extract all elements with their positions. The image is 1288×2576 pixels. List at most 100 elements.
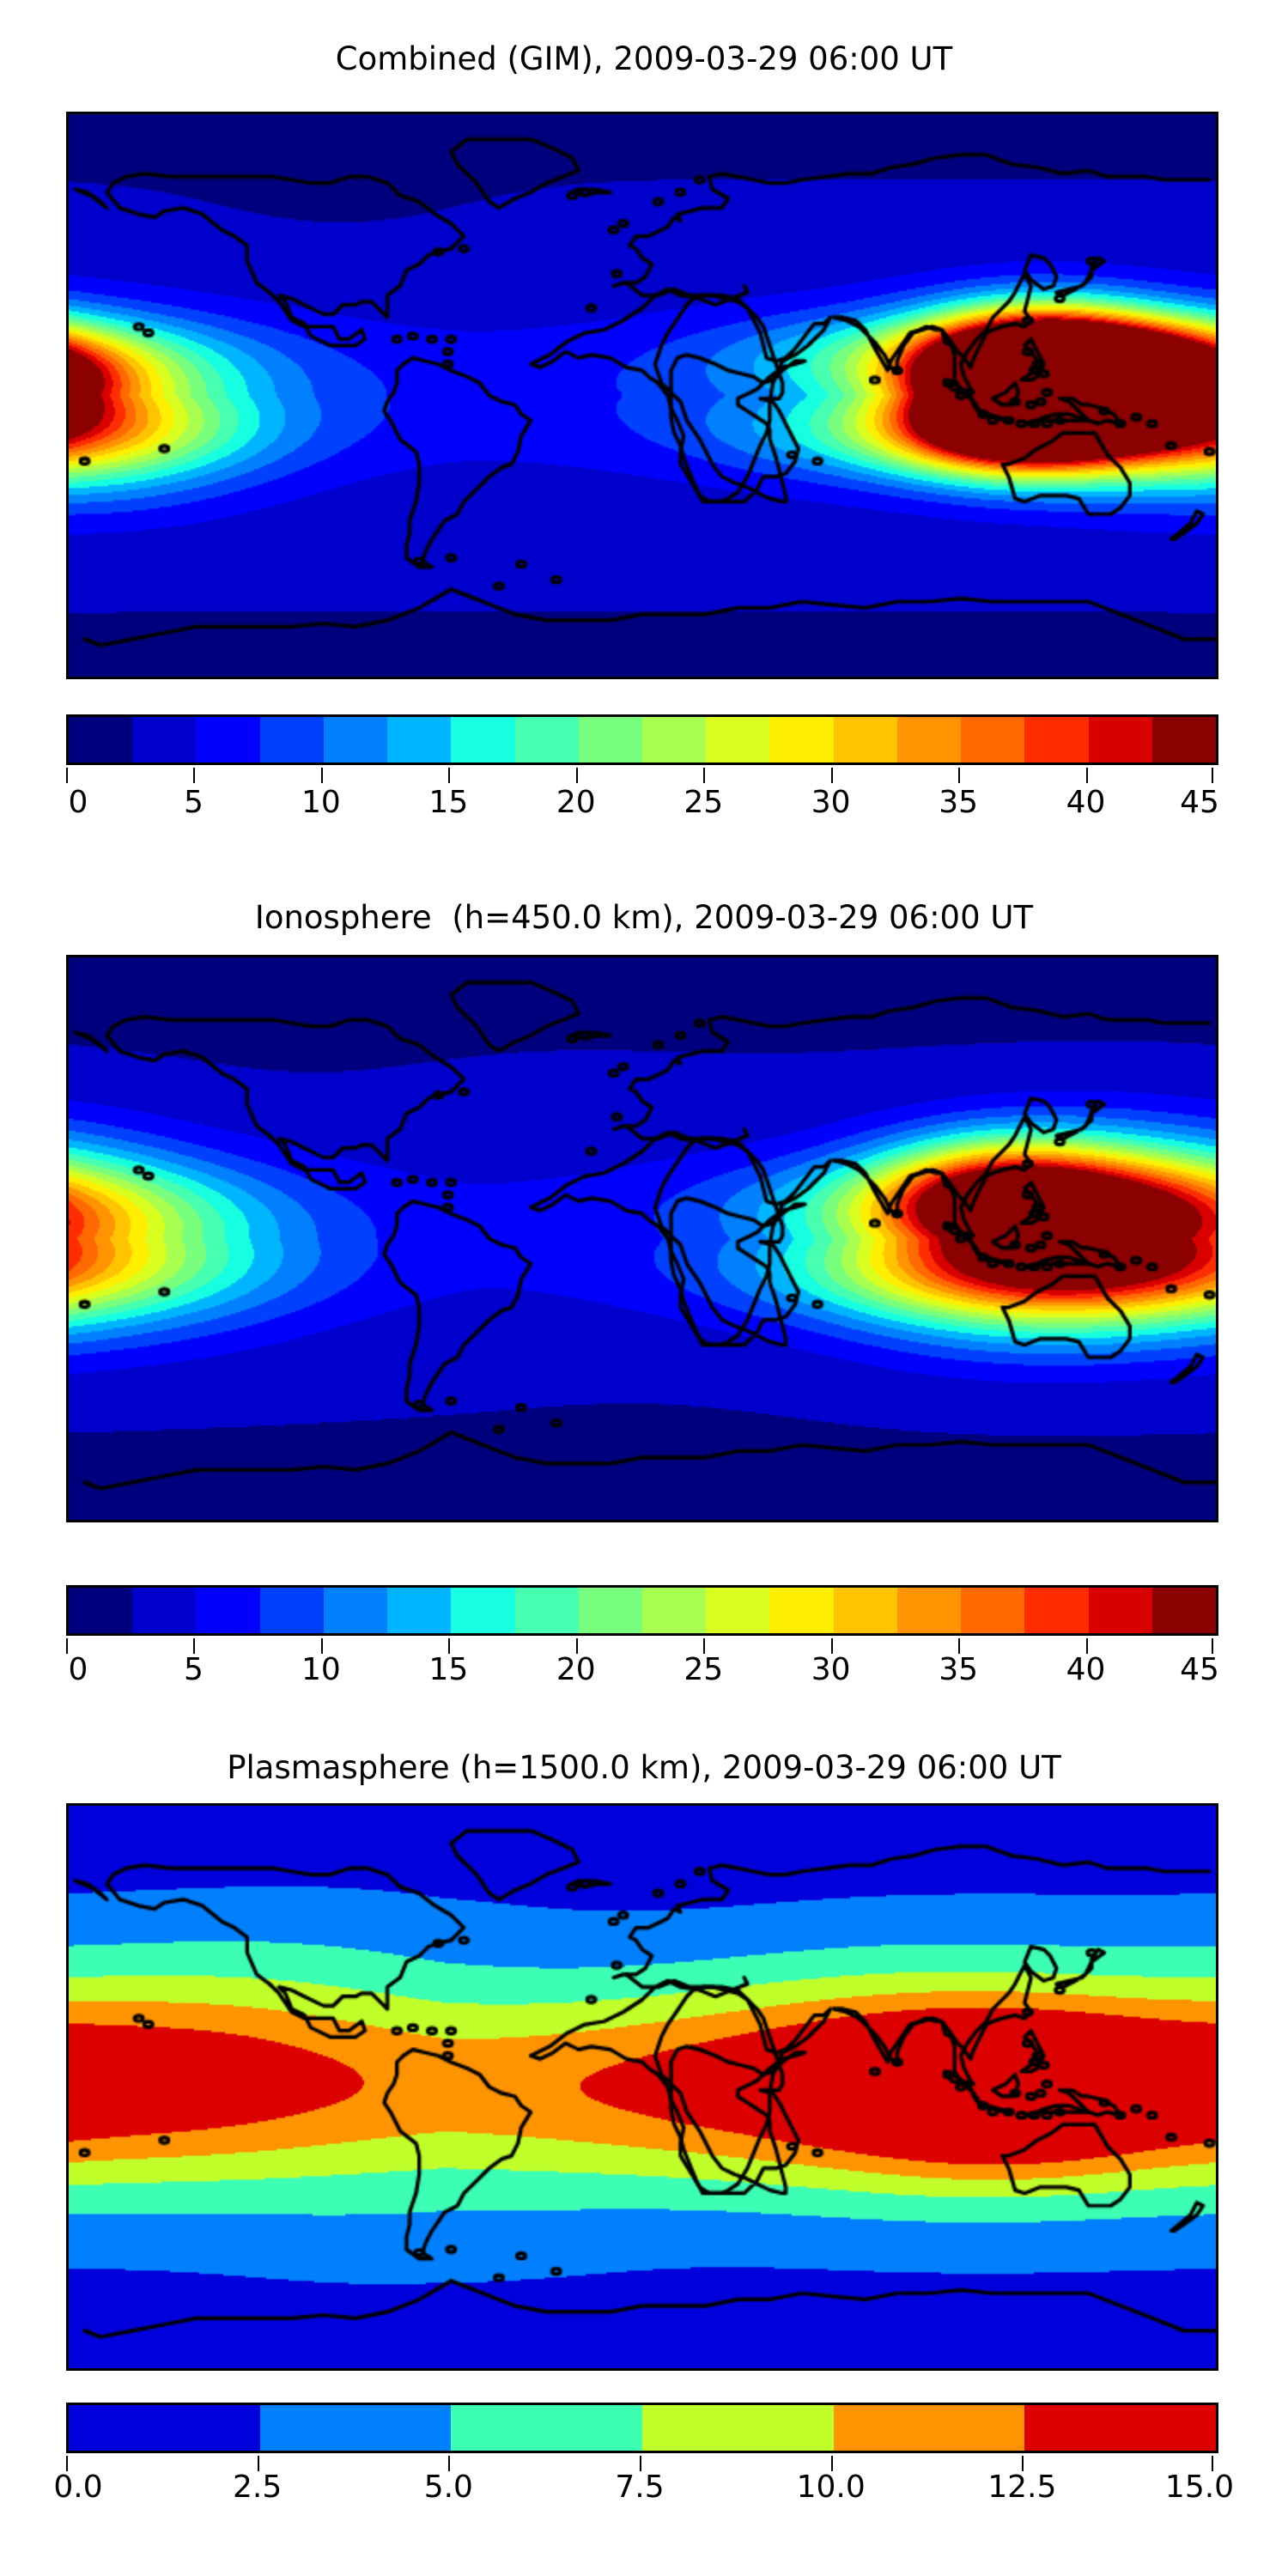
colorbar-tick-label: 25: [683, 1652, 724, 1687]
colorbar-segment: [1088, 717, 1152, 762]
colorbar-segment: [387, 1588, 452, 1633]
panel-title-plasmasphere: Plasmasphere (h=1500.0 km), 2009-03-29 0…: [227, 1749, 1061, 1786]
colorbar-tick-label: 25: [683, 785, 724, 820]
colorbar-segment: [578, 1588, 642, 1633]
colorbar-tick-mark: [703, 768, 706, 783]
colorbar-segment: [833, 2405, 1025, 2451]
colorbar-segment: [896, 717, 962, 762]
colorbar-tick-mark: [640, 2456, 641, 2471]
map-axes-ionosphere: [66, 955, 1218, 1522]
map-image-plasmasphere: [69, 1806, 1216, 2368]
colorbar-bar-plasmasphere: [66, 2403, 1218, 2453]
colorbar-tick-mark: [448, 768, 451, 783]
colorbar-segment: [196, 717, 260, 762]
colorbar-segment: [1151, 717, 1216, 762]
colorbar-tick-mark: [320, 768, 323, 783]
colorbar-segment: [1024, 2405, 1216, 2451]
colorbar-tick-mark: [1212, 768, 1213, 783]
colorbar-segment: [323, 717, 388, 762]
colorbar-tick-label: 45: [1180, 1652, 1219, 1687]
colorbar-segment: [69, 717, 133, 762]
colorbar-tick-mark: [448, 2456, 451, 2471]
colorbar-segment: [514, 717, 579, 762]
colorbar-labels-ionosphere: 0 5 10 15 20 25 30 35 40 45: [66, 1652, 1219, 1692]
colorbar-tick-mark: [830, 2456, 833, 2471]
colorbar-tick-mark: [830, 1638, 833, 1654]
colorbar-segment: [451, 2405, 643, 2451]
colorbar-tick-mark: [958, 1638, 961, 1654]
colorbar-segment: [896, 1588, 962, 1633]
colorbar-tick-label: 10.0: [796, 2470, 866, 2505]
colorbar-ionosphere: 0 5 10 15 20 25 30 35 40 45: [66, 1585, 1219, 1697]
colorbar-tick-mark: [1212, 1638, 1213, 1654]
colorbar-segment: [259, 2405, 452, 2451]
colorbar-segment: [1088, 1588, 1152, 1633]
colorbar-segment: [769, 1588, 834, 1633]
colorbar-tick-label: 5: [183, 1652, 204, 1687]
colorbar-segment: [132, 1588, 197, 1633]
colorbar-tick-mark: [448, 1638, 451, 1654]
colorbar-tick-mark: [830, 768, 833, 783]
colorbar-tick-mark: [257, 2456, 259, 2471]
colorbar-tick-mark: [66, 768, 68, 783]
panel-combined-gim: Combined (GIM), 2009-03-29 06:00 UT 0 5 10…: [0, 0, 1288, 859]
colorbar-tick-label: 0: [68, 1652, 88, 1687]
colorbar-segment: [961, 1588, 1025, 1633]
colorbar-tick-label: 35: [939, 1652, 979, 1687]
colorbar-segment: [451, 1588, 515, 1633]
colorbar-tick-label: 10: [301, 785, 341, 820]
colorbar-tick-label: 0: [68, 785, 88, 820]
colorbar-tick-label: 30: [811, 785, 851, 820]
colorbar-tick-label: 10: [301, 1652, 341, 1687]
colorbar-labels-combined-gim: 0 5 10 15 20 25 30 35 40 45: [66, 785, 1219, 824]
colorbar-tick-label: 7.5: [615, 2470, 665, 2505]
colorbar-tick-label: 30: [811, 1652, 851, 1687]
colorbar-segment: [323, 1588, 388, 1633]
colorbar-combined-gim: 0 5 10 15 20 25 30 35 40 45: [66, 714, 1219, 826]
colorbar-tick-mark: [575, 1638, 578, 1654]
colorbar-labels-plasmasphere: 0.0 2.5 5.0 7.5 10.0 12.5 15.0: [53, 2470, 1234, 2509]
panel-title-combined-gim: Combined (GIM), 2009-03-29 06:00 UT: [335, 40, 953, 77]
map-axes-combined-gim: [66, 112, 1218, 679]
map-image-combined-gim: [69, 114, 1216, 677]
colorbar-tick-mark: [958, 768, 961, 783]
colorbar-ticks-plasmasphere: [66, 2456, 1213, 2471]
panel-ionosphere: Ionosphere (h=450.0 km), 2009-03-29 06:0…: [0, 859, 1288, 1728]
colorbar-tick-mark: [66, 1638, 68, 1654]
colorbar-tick-mark: [320, 1638, 323, 1654]
colorbar-tick-label: 20: [556, 1652, 596, 1687]
colorbar-segment: [451, 717, 515, 762]
colorbar-segment: [69, 2405, 260, 2451]
colorbar-segment: [961, 717, 1025, 762]
colorbar-tick-label: 15: [428, 1652, 469, 1687]
colorbar-segment: [642, 2405, 834, 2451]
colorbar-tick-label: 0.0: [53, 2470, 103, 2505]
colorbar-tick-mark: [703, 1638, 706, 1654]
colorbar-tick-mark: [193, 1638, 196, 1654]
colorbar-segment: [641, 1588, 707, 1633]
colorbar-segment: [387, 717, 452, 762]
colorbar-ticks-combined-gim: [66, 768, 1213, 783]
colorbar-segment: [833, 1588, 897, 1633]
colorbar-segment: [641, 717, 707, 762]
colorbar-tick-mark: [66, 2456, 68, 2471]
colorbar-segment: [259, 1588, 324, 1633]
colorbar-tick-label: 15.0: [1164, 2470, 1235, 2505]
colorbar-tick-label: 40: [1066, 1652, 1106, 1687]
colorbar-segment: [1024, 717, 1089, 762]
colorbar-tick-label: 35: [939, 785, 979, 820]
colorbar-segment: [578, 717, 642, 762]
colorbar-segment: [259, 717, 324, 762]
colorbar-bar-combined-gim: [66, 714, 1218, 765]
colorbar-tick-label: 5.0: [423, 2470, 473, 2505]
colorbar-tick-mark: [1085, 768, 1088, 783]
colorbar-plasmasphere: 0.0 2.5 5.0 7.5 10.0 12.5 15.0: [53, 2403, 1234, 2514]
colorbar-bar-ionosphere: [66, 1585, 1218, 1636]
colorbar-tick-mark: [1212, 2456, 1213, 2471]
colorbar-segment: [1151, 1588, 1216, 1633]
panel-plasmasphere: Plasmasphere (h=1500.0 km), 2009-03-29 0…: [0, 1728, 1288, 2576]
colorbar-tick-label: 40: [1066, 785, 1106, 820]
colorbar-tick-label: 12.5: [987, 2470, 1057, 2505]
colorbar-segment: [196, 1588, 260, 1633]
